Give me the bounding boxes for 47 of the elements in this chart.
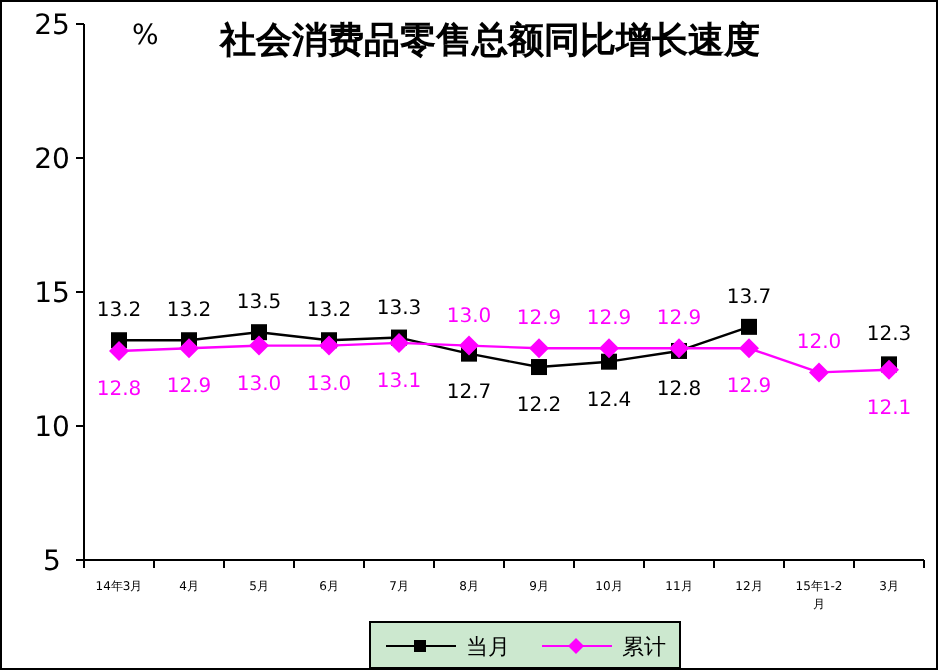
data-label: 12.0 <box>796 332 842 355</box>
data-label: 12.7 <box>446 381 492 404</box>
point <box>389 332 409 353</box>
y-tick-label: 25 <box>34 10 70 42</box>
data-label: 13.7 <box>726 286 772 309</box>
point <box>739 338 759 359</box>
legend-label: 累计 <box>622 634 666 660</box>
data-label: 12.9 <box>586 308 632 331</box>
data-label: 12.9 <box>726 376 772 399</box>
data-label: 12.8 <box>656 378 702 401</box>
point <box>459 335 479 356</box>
data-label: 13.3 <box>376 297 422 320</box>
data-label: 13.5 <box>236 292 282 315</box>
y-tick-label: 5 <box>43 546 61 578</box>
point <box>109 340 129 361</box>
y-tick-label: 20 <box>34 144 70 176</box>
data-label: 13.0 <box>236 373 282 396</box>
data-label: 12.4 <box>586 389 632 412</box>
data-label: 13.0 <box>446 305 492 328</box>
data-label: 12.9 <box>516 308 562 331</box>
point <box>809 362 829 383</box>
point <box>251 324 267 341</box>
data-label: 12.2 <box>516 395 562 418</box>
data-label: 13.0 <box>306 373 352 396</box>
chart-title: 社会消费品零售总额同比增长速度 <box>218 20 760 62</box>
point <box>741 318 757 335</box>
point <box>249 335 269 356</box>
point <box>319 335 339 356</box>
point <box>531 359 547 376</box>
data-label: 13.2 <box>96 300 142 323</box>
data-label: 12.3 <box>866 324 912 347</box>
data-label: 13.1 <box>376 370 422 393</box>
point <box>599 338 619 359</box>
data-label: 12.1 <box>866 397 912 420</box>
data-label: 12.9 <box>166 376 212 399</box>
point <box>529 338 549 359</box>
legend-label: 当月 <box>466 634 510 660</box>
y-tick-label: 10 <box>34 412 70 444</box>
point <box>179 338 199 359</box>
data-label: 13.2 <box>306 300 352 323</box>
data-label: 13.2 <box>166 300 212 323</box>
data-label: 12.9 <box>656 308 702 331</box>
y-tick-label: 15 <box>34 278 70 310</box>
point <box>601 353 617 370</box>
y-axis-title: % <box>132 20 159 52</box>
point <box>879 359 899 380</box>
data-label: 12.8 <box>96 378 142 401</box>
